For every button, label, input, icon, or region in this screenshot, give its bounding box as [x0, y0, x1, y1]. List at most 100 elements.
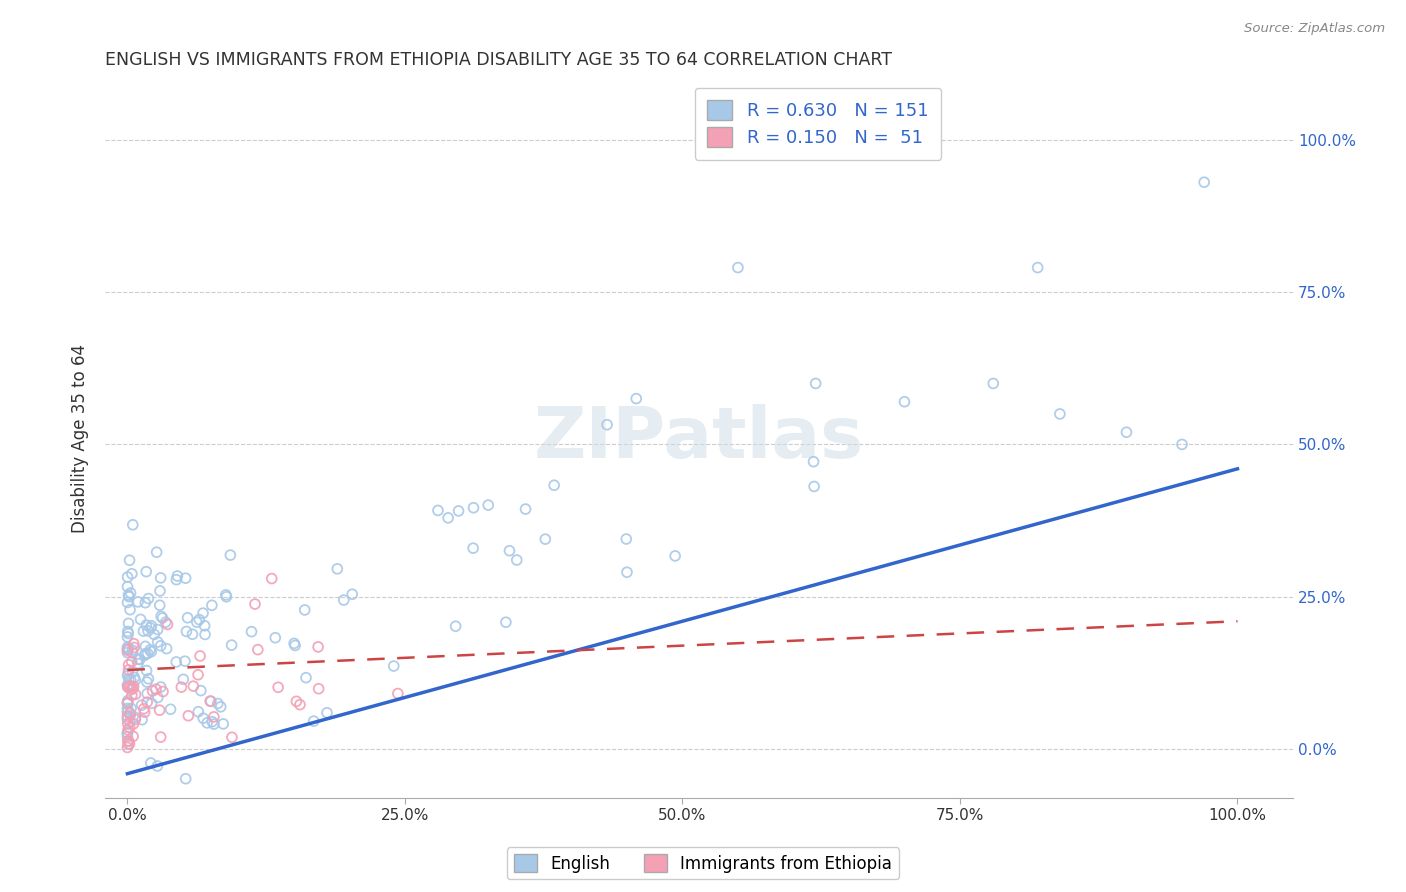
Point — [174, 571, 197, 585]
Point — [118, 672, 141, 686]
Point — [193, 711, 215, 725]
Point — [118, 590, 141, 604]
Point — [129, 612, 152, 626]
Point — [295, 671, 318, 685]
Point — [135, 664, 157, 678]
Point — [626, 392, 648, 406]
Point — [117, 657, 139, 672]
Point — [136, 675, 159, 690]
Point — [177, 708, 200, 723]
Point — [117, 737, 139, 751]
Point — [117, 666, 139, 681]
Point — [118, 734, 141, 748]
Point — [117, 641, 139, 656]
Point — [135, 565, 157, 579]
Point — [124, 710, 146, 724]
Point — [118, 553, 141, 567]
Point — [166, 569, 188, 583]
Point — [149, 703, 172, 717]
Point — [307, 640, 329, 654]
Point — [382, 659, 405, 673]
Point — [127, 652, 149, 666]
Point — [132, 702, 155, 716]
Point — [121, 680, 143, 694]
Point — [804, 376, 827, 391]
Point — [120, 586, 142, 600]
Point — [120, 673, 142, 687]
Point — [426, 503, 449, 517]
Point — [120, 706, 142, 721]
Point — [1115, 425, 1137, 440]
Point — [191, 606, 214, 620]
Point — [127, 595, 149, 609]
Y-axis label: Disability Age 35 to 64: Disability Age 35 to 64 — [72, 343, 89, 533]
Text: Source: ZipAtlas.com: Source: ZipAtlas.com — [1244, 22, 1385, 36]
Point — [121, 655, 143, 669]
Point — [186, 615, 208, 629]
Point — [117, 641, 139, 656]
Point — [117, 705, 139, 719]
Text: ENGLISH VS IMMIGRANTS FROM ETHIOPIA DISABILITY AGE 35 TO 64 CORRELATION CHART: ENGLISH VS IMMIGRANTS FROM ETHIOPIA DISA… — [105, 51, 893, 69]
Point — [124, 687, 146, 701]
Point — [387, 686, 409, 700]
Point — [260, 572, 283, 586]
Point — [194, 619, 217, 633]
Point — [117, 624, 139, 639]
Point — [146, 623, 169, 637]
Point — [170, 680, 193, 694]
Point — [243, 597, 266, 611]
Point — [146, 690, 169, 705]
Point — [172, 673, 194, 687]
Point — [1049, 407, 1071, 421]
Point — [117, 642, 139, 657]
Point — [893, 394, 915, 409]
Point — [190, 683, 212, 698]
Point — [152, 611, 174, 625]
Point — [294, 603, 316, 617]
Point — [506, 553, 529, 567]
Point — [188, 648, 211, 663]
Point — [117, 678, 139, 692]
Point — [981, 376, 1004, 391]
Point — [136, 695, 159, 709]
Point — [134, 647, 156, 661]
Point — [117, 716, 139, 731]
Point — [139, 756, 162, 770]
Point — [477, 498, 499, 512]
Point — [117, 712, 139, 726]
Point — [498, 543, 520, 558]
Point — [131, 713, 153, 727]
Point — [121, 665, 143, 679]
Point — [117, 696, 139, 710]
Point — [146, 759, 169, 773]
Point — [141, 645, 163, 659]
Point — [138, 672, 160, 686]
Point — [117, 701, 139, 715]
Point — [152, 684, 174, 698]
Point — [202, 710, 225, 724]
Point — [124, 640, 146, 655]
Point — [447, 504, 470, 518]
Point — [141, 684, 163, 698]
Legend: R = 0.630   N = 151, R = 0.150   N =  51: R = 0.630 N = 151, R = 0.150 N = 51 — [695, 87, 941, 160]
Point — [120, 701, 142, 715]
Point — [124, 713, 146, 727]
Point — [202, 717, 225, 731]
Point — [134, 648, 156, 663]
Point — [803, 455, 825, 469]
Point — [122, 637, 145, 651]
Point — [616, 565, 638, 579]
Point — [596, 417, 619, 432]
Point — [267, 681, 290, 695]
Point — [201, 599, 224, 613]
Point — [117, 570, 139, 584]
Point — [215, 588, 238, 602]
Point — [120, 603, 142, 617]
Point — [183, 679, 205, 693]
Point — [176, 611, 198, 625]
Point — [124, 673, 146, 688]
Point — [326, 562, 349, 576]
Point — [134, 596, 156, 610]
Point — [124, 670, 146, 684]
Point — [149, 730, 172, 744]
